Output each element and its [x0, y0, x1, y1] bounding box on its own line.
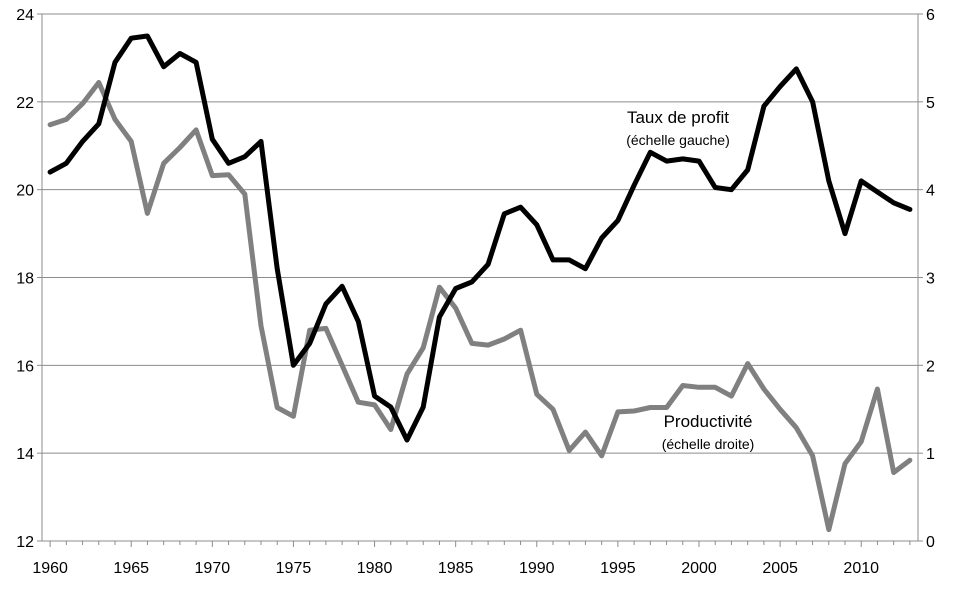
annotation-profit-sub: (échelle gauche)	[626, 132, 730, 148]
series-line-productivity	[47, 80, 913, 533]
x-tick-label-1975: 1975	[276, 560, 312, 577]
left-tick-label-20: 20	[16, 183, 34, 200]
series-group	[47, 33, 913, 533]
annotation-productivity-sub: (échelle droite)	[662, 436, 755, 452]
left-tick-label-14: 14	[16, 446, 34, 463]
x-tick-label-1970: 1970	[195, 560, 231, 577]
right-tick-label-2: 2	[926, 358, 935, 375]
annotation-productivity-title: Productivité	[664, 412, 753, 431]
right-tick-label-4: 4	[926, 183, 935, 200]
x-tick-label-1995: 1995	[600, 560, 636, 577]
left-tick-label-16: 16	[16, 358, 34, 375]
x-tick-label-1990: 1990	[519, 560, 555, 577]
left-tick-label-24: 24	[16, 7, 34, 24]
x-tick-label-2010: 2010	[843, 560, 879, 577]
right-tick-label-1: 1	[926, 446, 935, 463]
left-axis-ticks: 12 14 16 18 20 22 24	[16, 7, 42, 551]
left-tick-label-12: 12	[16, 534, 34, 551]
x-tick-label-1960: 1960	[32, 560, 68, 577]
right-tick-label-0: 0	[926, 534, 935, 551]
right-axis-ticks: 0 1 2 3 4 5 6	[918, 7, 935, 551]
right-tick-label-3: 3	[926, 271, 935, 288]
x-tick-label-1985: 1985	[438, 560, 474, 577]
annotations: Taux de profit (échelle gauche) Producti…	[626, 108, 754, 452]
x-axis-ticks: 1960 1965 1970 1975 1980 1985 1990 1995 2000 2005…	[32, 541, 911, 577]
x-tick-label-1980: 1980	[357, 560, 393, 577]
left-tick-label-18: 18	[16, 271, 34, 288]
series-line-profit-rate	[47, 33, 913, 443]
x-tick-label-2005: 2005	[762, 560, 798, 577]
x-tick-label-2000: 2000	[681, 560, 717, 577]
right-tick-label-6: 6	[926, 7, 935, 24]
gridlines	[42, 13, 918, 454]
left-tick-label-22: 22	[16, 95, 34, 112]
right-tick-label-5: 5	[926, 95, 935, 112]
annotation-profit-title: Taux de profit	[627, 108, 729, 127]
x-tick-label-1965: 1965	[113, 560, 149, 577]
